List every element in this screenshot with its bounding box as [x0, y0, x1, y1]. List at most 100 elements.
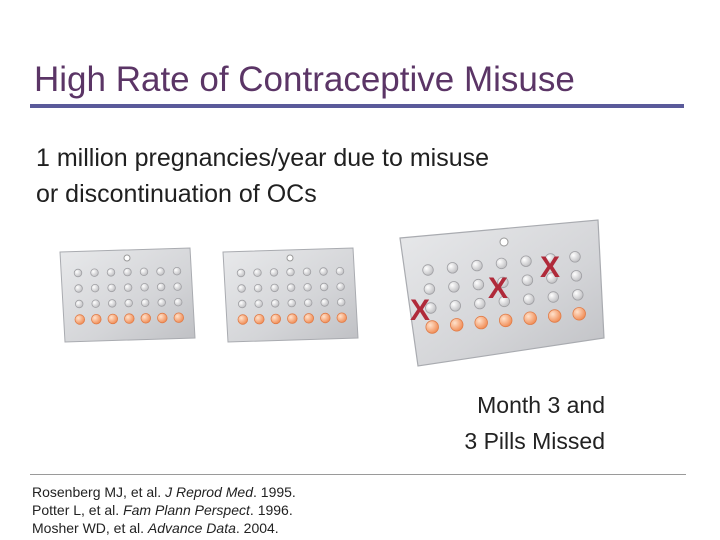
active-pill [286, 267, 295, 277]
active-pill [74, 284, 83, 293]
active-pill [497, 276, 509, 289]
placebo-pill [425, 320, 439, 334]
active-pill [520, 255, 532, 267]
active-pill [521, 274, 534, 286]
active-pill [123, 283, 133, 292]
pill-grid [73, 267, 185, 325]
active-pill [423, 283, 436, 295]
active-pill [472, 278, 485, 291]
missed-pill-mark-1: X [410, 294, 430, 327]
references-divider [30, 474, 686, 475]
active-pill [107, 299, 117, 308]
missed-pill-mark-3: X [540, 251, 560, 284]
active-pill [253, 268, 262, 277]
active-pill [156, 267, 165, 276]
placebo-pill [74, 314, 86, 325]
active-pill [335, 267, 345, 276]
placebo-pill [157, 312, 168, 324]
reference-1: Rosenberg MJ, et al. J Reprod Med. 1995. [32, 484, 296, 500]
active-pill [286, 283, 296, 292]
pack-hole [123, 254, 131, 262]
active-pill [90, 284, 100, 293]
placebo-pill [254, 314, 265, 325]
caption-line-1: Month 3 and [477, 392, 605, 418]
references: Rosenberg MJ, et al. J Reprod Med. 1995.… [32, 483, 296, 537]
placebo-pill [140, 313, 152, 324]
active-pill [172, 267, 182, 276]
active-pill [74, 299, 84, 309]
active-pill [140, 283, 149, 292]
caption: Month 3 and 3 Pills Missed [420, 387, 605, 459]
active-pill [449, 300, 462, 312]
active-pill [90, 268, 99, 277]
active-pill [140, 298, 150, 307]
pill-grid [236, 267, 348, 325]
active-pill [237, 284, 246, 293]
subtitle-line-1: 1 million pregnancies/year due to misuse [36, 144, 490, 172]
active-pill [287, 298, 296, 308]
placebo-pill [523, 311, 537, 325]
active-pill [446, 262, 459, 274]
pack-hole [286, 254, 294, 262]
active-pill [336, 282, 345, 291]
subtitle: 1 million pregnancies/year due to misuse… [36, 140, 489, 212]
placebo-pill [237, 314, 249, 325]
active-pill [269, 268, 279, 277]
active-pill [546, 272, 558, 284]
active-pill [157, 298, 166, 307]
placebo-pill [450, 318, 464, 332]
caption-line-2: 3 Pills Missed [464, 428, 605, 454]
placebo-pill [499, 313, 513, 328]
active-pill [572, 289, 584, 301]
active-pill [544, 253, 557, 265]
placebo-pill [548, 309, 562, 323]
active-pill [124, 298, 133, 308]
active-pill [495, 257, 508, 270]
active-pill [448, 281, 460, 293]
slide-title: High Rate of Contraceptive Misuse [34, 60, 575, 99]
active-pill [123, 267, 132, 277]
active-pill [156, 282, 166, 292]
title-underline [30, 104, 684, 108]
active-pill [523, 293, 535, 305]
active-pill [237, 299, 247, 309]
placebo-pill [474, 315, 488, 330]
placebo-pill [336, 312, 348, 323]
active-pill [302, 267, 312, 276]
active-pill [236, 268, 246, 278]
placebo-pill [303, 313, 315, 324]
missed-pill-mark-2: X [488, 272, 508, 305]
active-pill [319, 282, 329, 292]
active-pill [139, 267, 149, 276]
active-pill [471, 259, 483, 272]
active-pill [253, 284, 263, 293]
active-pill [303, 283, 312, 292]
active-pill [498, 295, 511, 308]
active-pill [173, 282, 182, 291]
active-pill [569, 251, 581, 263]
pack-hole [499, 237, 509, 247]
active-pill [319, 267, 328, 276]
active-pill [547, 291, 560, 303]
active-pill [320, 298, 329, 307]
active-pill [73, 268, 83, 278]
active-pill [91, 299, 100, 308]
active-pill [106, 268, 116, 277]
active-pill [270, 283, 279, 293]
placebo-pill [320, 312, 331, 324]
active-pill [254, 299, 263, 308]
placebo-pill [124, 313, 135, 324]
placebo-pill [572, 307, 586, 321]
placebo-pill [107, 313, 119, 325]
pill-grid [422, 251, 586, 334]
active-pill [107, 283, 116, 293]
placebo-pill [91, 314, 102, 325]
month-3-pack [399, 219, 605, 367]
placebo-pill [270, 313, 282, 325]
active-pill [425, 302, 437, 314]
active-pill [474, 297, 486, 310]
month-1-pack [59, 247, 196, 343]
active-pill [304, 298, 313, 307]
reference-2: Potter L, et al. Fam Plann Perspect. 199… [32, 502, 293, 518]
